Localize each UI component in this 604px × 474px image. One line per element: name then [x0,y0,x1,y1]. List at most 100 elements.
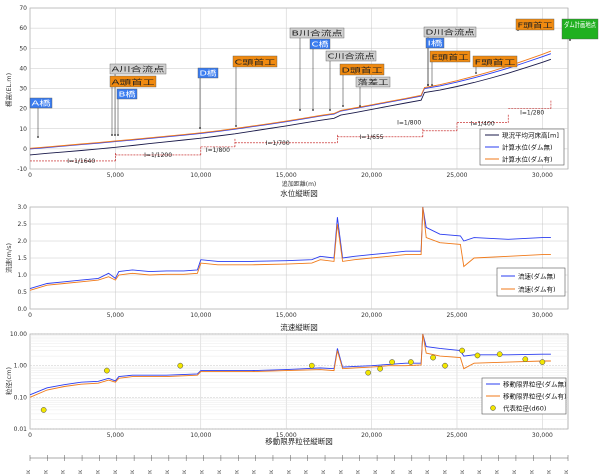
legend-label-dam: 移動限界粒径(ダム有) [503,392,567,401]
x-tick-label: 15,000 [276,172,297,179]
d60-point [177,362,184,369]
series-line-1 [29,333,551,398]
label-anchor-dot [431,84,433,86]
y-tick-label: 10 [19,126,27,133]
x-tick-label: 20,000 [361,172,382,179]
distance-label: 25.0K [460,470,465,474]
x-tick-label: 10,000 [190,172,211,179]
label-anchor-dot [117,134,119,136]
y-tick-label: 30 [19,86,27,93]
distance-label: 7.0K [147,470,152,474]
y-tick-label: 1.5 [17,255,27,262]
distance-label: 20.0K [373,470,378,474]
y-tick-label: 0.01 [14,426,28,433]
slope-annotation: I=1/800 [397,120,421,127]
label-anchor-dot [299,109,301,111]
distance-label: 15.0K [286,470,291,474]
legend-label-dam: 計算水位(ダム有) [502,155,553,164]
chart-title: 移動限界粒径縦断図 [265,436,333,446]
point-label-box [339,63,385,76]
distance-label: 14.0K [269,470,274,474]
label-anchor-dot [235,125,237,127]
point-label-box [29,97,53,109]
point-label-box [309,38,331,50]
point-label-box [197,67,219,79]
point-label-text: ダム計画地点 [564,20,596,29]
y-tick-label: 3.0 [17,204,27,211]
point-label-text: D頭首工 [342,66,383,75]
point-label-text: I橋 [428,39,443,48]
x-tick-label: 15,000 [276,312,297,319]
distance-label: 10.0K [200,470,205,474]
d60-point [539,359,546,365]
d60-point [408,359,414,365]
distance-axis-strip: 0.0K 1.0K 2.0K 3.0K 4.0K 5.0K 6.0K 7.0K 8.0K 9.0K… [26,455,569,474]
y-tick-label: 0.0 [17,306,27,313]
series-line-1 [29,53,552,150]
point-label-text: B橋 [119,90,136,99]
point-label-text: A橋 [32,99,51,108]
slope-annotation: I=1/700 [266,140,290,147]
point-label-box [109,75,157,88]
chart-title: 水位縦断図 [280,188,318,198]
slope-annotation: I=1/800 [206,147,230,154]
point-label-box [423,26,477,38]
distance-label: 18.0K [338,470,343,474]
slope-annotation: I=1/280 [520,110,544,117]
label-anchor-dot [342,105,344,107]
distance-label: 29.0K [529,470,534,474]
y-tick-label: -10 [17,166,27,173]
point-label-text: C川合流点 [328,52,375,61]
distance-label: 6.0K [130,470,135,474]
label-anchor-dot [114,134,116,136]
d60-point [377,365,383,372]
y-tick-label: 60 [19,25,27,32]
point-label-text: C橋 [312,40,329,49]
point-label-text: 落差工 [358,78,389,87]
d60-point [459,347,465,354]
distance-label: 26.0K [477,470,482,474]
y-tick-label: 40 [19,65,27,72]
y-tick-label: 2.0 [17,238,27,245]
x-tick-label: 0 [28,172,32,179]
y-axis-label: 流速(m/s) [4,243,13,273]
y-tick-label: 1.0 [17,272,27,279]
legend-label-d60: 代表粒径(d60) [503,404,546,413]
y-tick-label: 70 [19,5,27,12]
point-label-text: D橋 [200,69,217,78]
legend-label-dam: 流速(ダム有) [518,285,556,294]
legend: 現況平均河床高[m] 計算水位(ダム無) 計算水位(ダム有) [479,128,565,166]
point-label-box [289,27,345,39]
x-tick-label: 30,000 [532,172,553,179]
point-label-box [355,76,391,88]
slope-annotation: I=1/1640 [67,158,95,165]
y-tick-label: 10.00 [10,331,27,338]
label-anchor-dot [427,84,429,86]
y-axis-label: 粒径(cm) [4,367,13,395]
point-label-text: B川合流点 [292,29,343,38]
series-line-0 [29,206,551,290]
series-line-1 [29,206,551,291]
distance-label: 27.0K [495,470,500,474]
d60-point [365,369,372,376]
y-axis-label: 標高(EL.m) [4,73,13,107]
distance-label: 4.0K [95,470,100,474]
y-tick-label: 0 [23,146,27,153]
legend: 流速(ダム無) 流速(ダム有) [496,267,566,297]
slope-annotation: I=1/400 [471,121,495,128]
distance-label: 3.0K [78,470,83,474]
distance-label: 5.0K [113,470,118,474]
legend-label-bed: 現況平均河床高[m] [502,131,559,140]
distance-label: 21.0K [390,470,395,474]
chart-plot-area [29,333,569,430]
d60-point [474,352,481,359]
x-tick-label: 10,000 [190,432,211,439]
x-tick-label: 5,000 [107,432,124,439]
distance-label: 0.0K [26,470,31,474]
distance-label: 1.0K [43,470,48,474]
legend-marker-d60 [490,405,496,411]
distance-label: 24.0K [443,470,448,474]
label-anchor-dot [359,105,361,107]
